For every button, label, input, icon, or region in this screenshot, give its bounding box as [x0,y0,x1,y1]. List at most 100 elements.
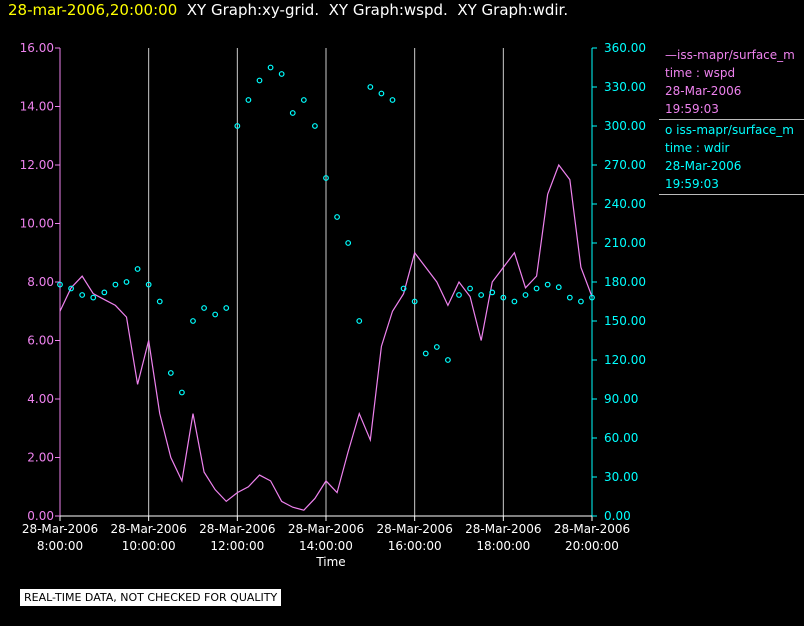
x-tick-label-date: 28-Mar-2006 [554,522,630,536]
wdir-point [101,289,108,296]
wdir-point [123,279,130,285]
y-right-tick-label: 90.00 [604,392,638,406]
y-left-tick-label: 4.00 [27,392,54,406]
wdir-point [489,289,496,296]
legend-wdir-name: o iss-mapr/surface_m [665,123,794,137]
x-tick-label-time: 10:00:00 [122,539,176,553]
wdir-point [68,285,74,292]
y-right-tick-label: 120.00 [604,353,646,367]
y-right-tick-label: 180.00 [604,275,646,289]
x-tick-label-time: 16:00:00 [388,539,442,553]
y-right-tick-label: 270.00 [604,158,646,172]
wdir-point [334,214,340,220]
wdir-point [256,77,263,84]
legend-wspd-name: —iss-mapr/surface_m [665,48,795,62]
wdir-point [289,110,296,116]
x-axis: 28-Mar-2006 8:00:00 28-Mar-2006 10:00:00 28-… [22,516,630,553]
wdir-point [589,294,595,301]
legend-divider [659,119,804,120]
wdir-point [578,298,584,305]
wdir-point [544,281,551,288]
wdir-point [345,240,352,246]
y-left-tick-label: 16.00 [20,41,54,55]
y-right-tick-label: 150.00 [604,314,646,328]
wdir-point [511,298,518,305]
y-right-tick-label: 0.00 [604,509,631,523]
y-left-tick-label: 8.00 [27,275,54,289]
y-left-tick-label: 6.00 [27,334,54,348]
y-axis-right: 0.00 30.00 60.00 90.00 120.00 150.00 180.00 210… [592,41,646,523]
wdir-point [79,292,86,298]
wdir-point [367,84,374,90]
y-left-tick-label: 2.00 [27,451,54,465]
wdir-point [411,298,418,305]
wdir-point [555,284,562,291]
y-right-tick-label: 330.00 [604,80,646,94]
y-right-tick-label: 60.00 [604,431,638,445]
wdir-point [234,123,241,129]
x-tick-label-time: 8:00:00 [37,539,83,553]
wdir-point [145,281,152,288]
legend-wspd-date: 28-Mar-2006 [665,84,742,98]
x-axis-label: Time [315,555,345,569]
title-time: 28-mar-2006,20:00:00 [8,1,178,19]
wdir-point [156,298,163,305]
x-tick-label-date: 28-Mar-2006 [110,522,186,536]
wdir-point [245,97,252,103]
wdir-point [300,97,307,103]
wdir-point [179,389,185,396]
x-tick-label-time: 18:00:00 [476,539,530,553]
graph-title-bar: 28-mar-2006,20:00:00 XY Graph:xy-grid. X… [8,1,568,19]
quality-disclaimer: REAL-TIME DATA, NOT CHECKED FOR QUALITY [20,589,282,606]
y-right-tick-label: 30.00 [604,470,638,484]
series-wdir [57,64,595,396]
y-axis-left: 0.00 2.00 4.00 6.00 8.00 10.00 12.00 14.00 16.00 [20,41,60,523]
x-tick-label-time: 12:00:00 [210,539,264,553]
y-right-tick-label: 360.00 [604,41,646,55]
wdir-point [500,294,507,301]
x-tick-label-time: 14:00:00 [299,539,353,553]
series-wspd [59,163,593,511]
y-left-tick-label: 12.00 [20,158,54,172]
legend: —iss-mapr/surface_m time : wspd 28-Mar-2… [659,46,804,196]
legend-wspd-var: time : wspd [665,66,736,80]
wdir-point [467,285,473,292]
wdir-point [201,305,207,311]
legend-wdir-var: time : wdir [665,141,730,155]
wdir-point [134,266,141,272]
x-tick-label-date: 28-Mar-2006 [376,522,452,536]
legend-entry-wdir[interactable]: o iss-mapr/surface_m time : wdir 28-Mar-… [662,121,804,193]
legend-wdir-date: 28-Mar-2006 [665,159,742,173]
wdir-point [267,64,274,71]
y-right-tick-label: 300.00 [604,119,646,133]
y-right-tick-label: 210.00 [604,236,646,250]
wdir-point [190,318,196,324]
wdir-point [478,292,485,298]
legend-divider-bottom [659,194,804,195]
wdir-point [533,285,540,292]
grid-lines [148,48,504,516]
wdir-point [422,350,429,357]
wdir-point [445,357,451,363]
wdir-point [389,97,396,103]
y-left-tick-label: 14.00 [20,100,54,114]
y-left-tick-label: 0.00 [27,509,54,523]
legend-wdir-time: 19:59:03 [665,177,719,191]
y-left-tick-label: 10.00 [20,217,54,231]
wdir-point [522,292,529,298]
wdir-point [90,294,97,301]
x-tick-label-date: 28-Mar-2006 [199,522,275,536]
wdir-point [566,294,573,301]
wdir-point [433,344,440,350]
wdir-point [400,285,407,292]
legend-entry-wspd[interactable]: —iss-mapr/surface_m time : wspd 28-Mar-2… [662,46,804,118]
series-wspd-line [59,163,593,511]
title-graphs: XY Graph:xy-grid. XY Graph:wspd. XY Grap… [177,1,569,19]
legend-wspd-time: 19:59:03 [665,102,719,116]
x-tick-label-date: 28-Mar-2006 [288,522,364,536]
wdir-point [356,318,363,324]
wdir-point [223,305,230,311]
wdir-point [312,123,318,129]
wdir-point [212,311,219,318]
